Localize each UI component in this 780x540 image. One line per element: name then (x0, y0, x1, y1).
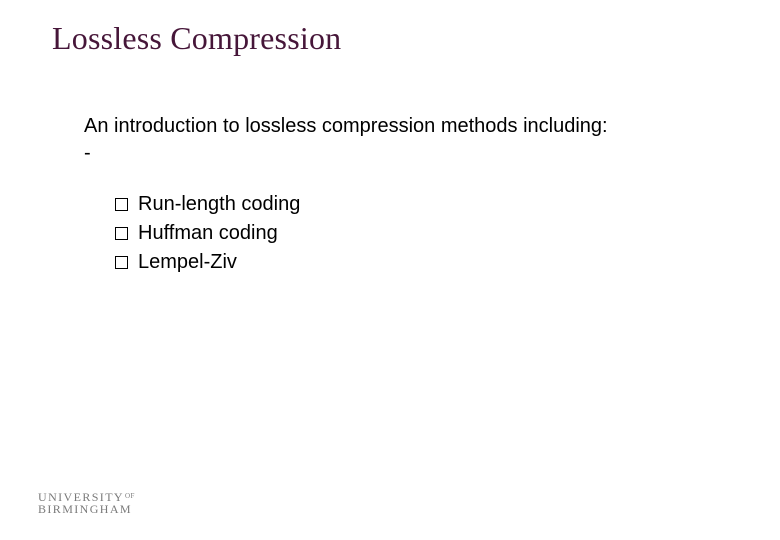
list-item: Lempel-Ziv (115, 248, 300, 277)
list-item-label: Lempel-Ziv (138, 248, 237, 277)
list-item: Huffman coding (115, 219, 300, 248)
footer-logo-line-2: BIRMINGHAM (38, 503, 135, 516)
square-bullet-icon (115, 227, 128, 240)
list-item-label: Run-length coding (138, 190, 300, 219)
slide: Lossless Compression An introduction to … (0, 0, 780, 540)
bullet-list: Run-length coding Huffman coding Lempel-… (115, 190, 300, 277)
intro-line-2: - (84, 140, 608, 167)
square-bullet-icon (115, 256, 128, 269)
list-item: Run-length coding (115, 190, 300, 219)
footer-logo: UNIVERSITYOF BIRMINGHAM (38, 491, 135, 516)
intro-block: An introduction to lossless compression … (84, 113, 608, 167)
list-item-label: Huffman coding (138, 219, 278, 248)
intro-line-1: An introduction to lossless compression … (84, 113, 608, 140)
slide-title: Lossless Compression (52, 20, 341, 57)
square-bullet-icon (115, 198, 128, 211)
footer-logo-of: OF (125, 492, 135, 500)
